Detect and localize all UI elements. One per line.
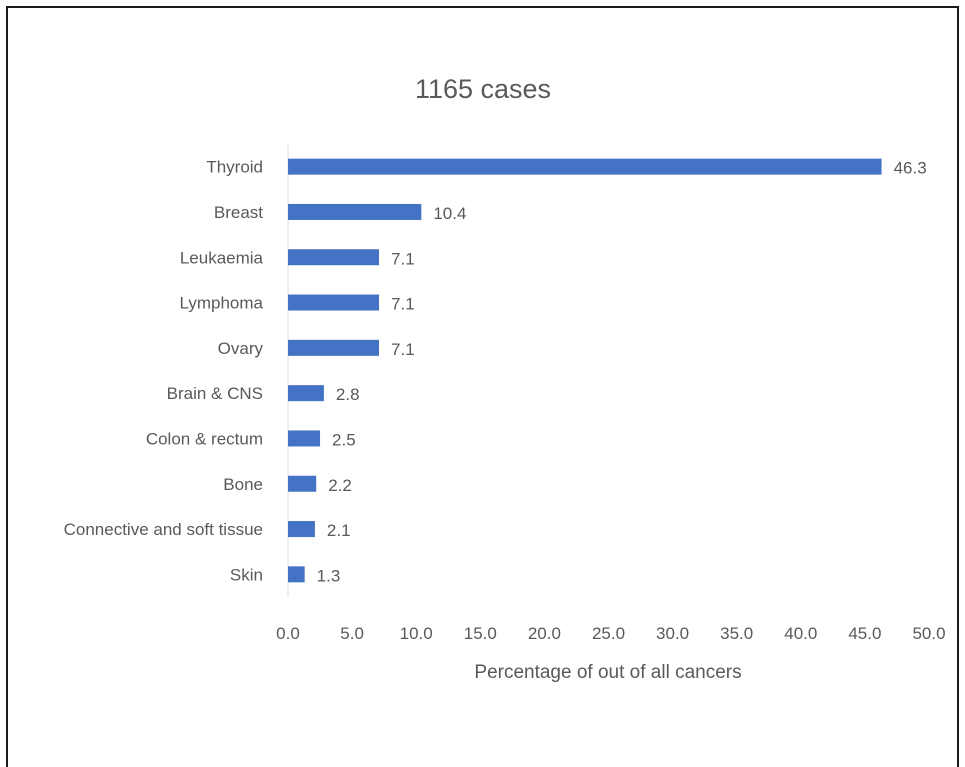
data-label: 2.5 bbox=[332, 430, 356, 449]
bar-3 bbox=[288, 294, 380, 311]
x-tick-label: 30.0 bbox=[656, 624, 689, 643]
data-label: 2.1 bbox=[327, 521, 351, 540]
category-label: Leukaemia bbox=[180, 248, 264, 267]
x-tick-label: 15.0 bbox=[464, 624, 497, 643]
x-tick-label: 35.0 bbox=[720, 624, 753, 643]
bar-8 bbox=[288, 521, 315, 538]
category-label: Bone bbox=[223, 475, 263, 494]
x-tick-label: 45.0 bbox=[848, 624, 881, 643]
data-label: 1.3 bbox=[317, 566, 341, 585]
bar-0 bbox=[288, 158, 882, 175]
x-tick-label: 50.0 bbox=[912, 624, 945, 643]
bar-4 bbox=[288, 339, 380, 356]
data-label: 10.4 bbox=[433, 204, 466, 223]
category-labels: Thyroid Breast Leukaemia Lymphoma Ovary Brain… bbox=[64, 158, 264, 585]
x-tick-label: 10.0 bbox=[400, 624, 433, 643]
x-tick-label: 40.0 bbox=[784, 624, 817, 643]
category-label: Colon & rectum bbox=[146, 429, 263, 448]
bars-group bbox=[288, 158, 882, 583]
bar-6 bbox=[288, 430, 321, 447]
category-label: Thyroid bbox=[206, 158, 263, 177]
x-tick-label: 25.0 bbox=[592, 624, 625, 643]
data-label: 7.1 bbox=[391, 249, 415, 268]
bar-1 bbox=[288, 203, 422, 220]
x-tick-labels: 0.0 5.0 10.0 15.0 20.0 25.0 30.0 35.0 40.0 45.0 50… bbox=[276, 624, 945, 643]
bar-2 bbox=[288, 249, 380, 266]
x-tick-label: 20.0 bbox=[528, 624, 561, 643]
data-label: 46.3 bbox=[894, 159, 927, 178]
bar-9 bbox=[288, 566, 305, 583]
data-label: 2.8 bbox=[336, 385, 360, 404]
category-label: Skin bbox=[230, 565, 263, 584]
data-label: 2.2 bbox=[328, 476, 352, 495]
value-labels: 46.3 10.4 7.1 7.1 7.1 2.8 2.5 2.2 2.1 1.3 bbox=[317, 159, 927, 586]
x-tick-label: 5.0 bbox=[340, 624, 364, 643]
category-label: Ovary bbox=[218, 339, 264, 358]
data-label: 7.1 bbox=[391, 295, 415, 314]
x-tick-label: 0.0 bbox=[276, 624, 300, 643]
category-label: Brain & CNS bbox=[167, 384, 263, 403]
x-axis-label: Percentage of out of all cancers bbox=[474, 662, 741, 683]
data-label: 7.1 bbox=[391, 340, 415, 359]
category-label: Breast bbox=[214, 203, 263, 222]
chart-frame bbox=[6, 6, 959, 767]
category-label: Lymphoma bbox=[180, 294, 264, 313]
chart-title: 1165 cases bbox=[415, 74, 551, 104]
bar-5 bbox=[288, 385, 324, 402]
category-label: Connective and soft tissue bbox=[64, 520, 263, 539]
bar-7 bbox=[288, 475, 317, 492]
